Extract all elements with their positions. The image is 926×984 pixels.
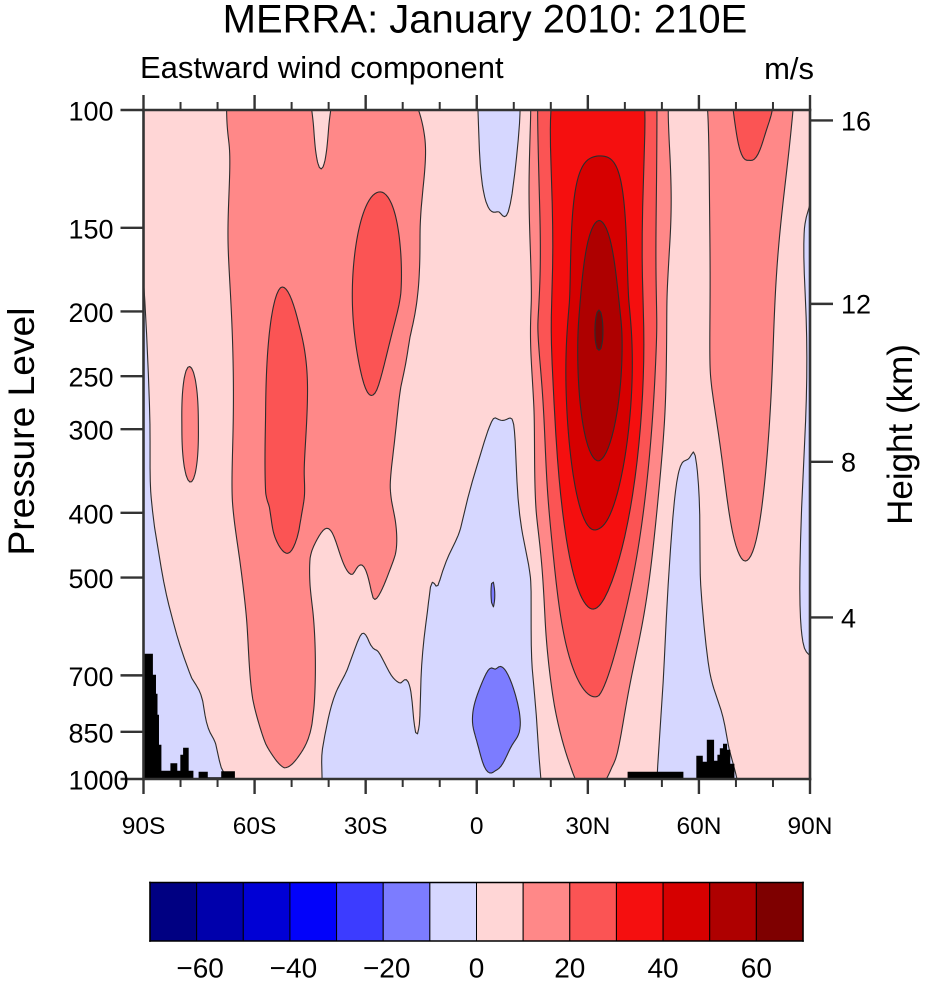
svg-text:m/s: m/s	[764, 51, 814, 86]
svg-text:300: 300	[69, 416, 114, 446]
svg-text:0: 0	[470, 813, 484, 840]
svg-text:40: 40	[647, 953, 678, 984]
svg-text:700: 700	[69, 662, 114, 692]
svg-text:500: 500	[69, 564, 114, 594]
svg-text:0: 0	[469, 953, 485, 984]
svg-text:MERRA: January 2010: 210E: MERRA: January 2010: 210E	[223, 0, 748, 42]
svg-text:12: 12	[841, 289, 871, 319]
svg-text:Eastward wind component: Eastward wind component	[140, 50, 504, 85]
svg-text:60: 60	[741, 953, 772, 984]
svg-text:1000: 1000	[69, 765, 129, 795]
svg-text:850: 850	[69, 718, 114, 748]
svg-text:200: 200	[69, 298, 114, 328]
svg-text:60N: 60N	[676, 813, 721, 840]
svg-text:−20: −20	[363, 953, 411, 984]
svg-text:250: 250	[69, 363, 114, 393]
svg-text:150: 150	[69, 214, 114, 244]
svg-text:20: 20	[554, 953, 585, 984]
svg-text:Pressure Level: Pressure Level	[0, 308, 42, 556]
svg-text:16: 16	[841, 106, 871, 136]
svg-text:4: 4	[841, 603, 856, 633]
svg-text:30S: 30S	[344, 813, 388, 840]
svg-text:60S: 60S	[233, 813, 277, 840]
svg-text:90S: 90S	[122, 813, 166, 840]
svg-text:8: 8	[841, 447, 856, 477]
svg-text:Height (km): Height (km)	[881, 344, 920, 525]
svg-text:90N: 90N	[788, 813, 833, 840]
svg-text:400: 400	[69, 499, 114, 529]
svg-text:100: 100	[69, 96, 114, 126]
svg-text:−60: −60	[176, 953, 223, 984]
svg-text:−40: −40	[270, 953, 318, 984]
svg-text:30N: 30N	[565, 813, 610, 840]
